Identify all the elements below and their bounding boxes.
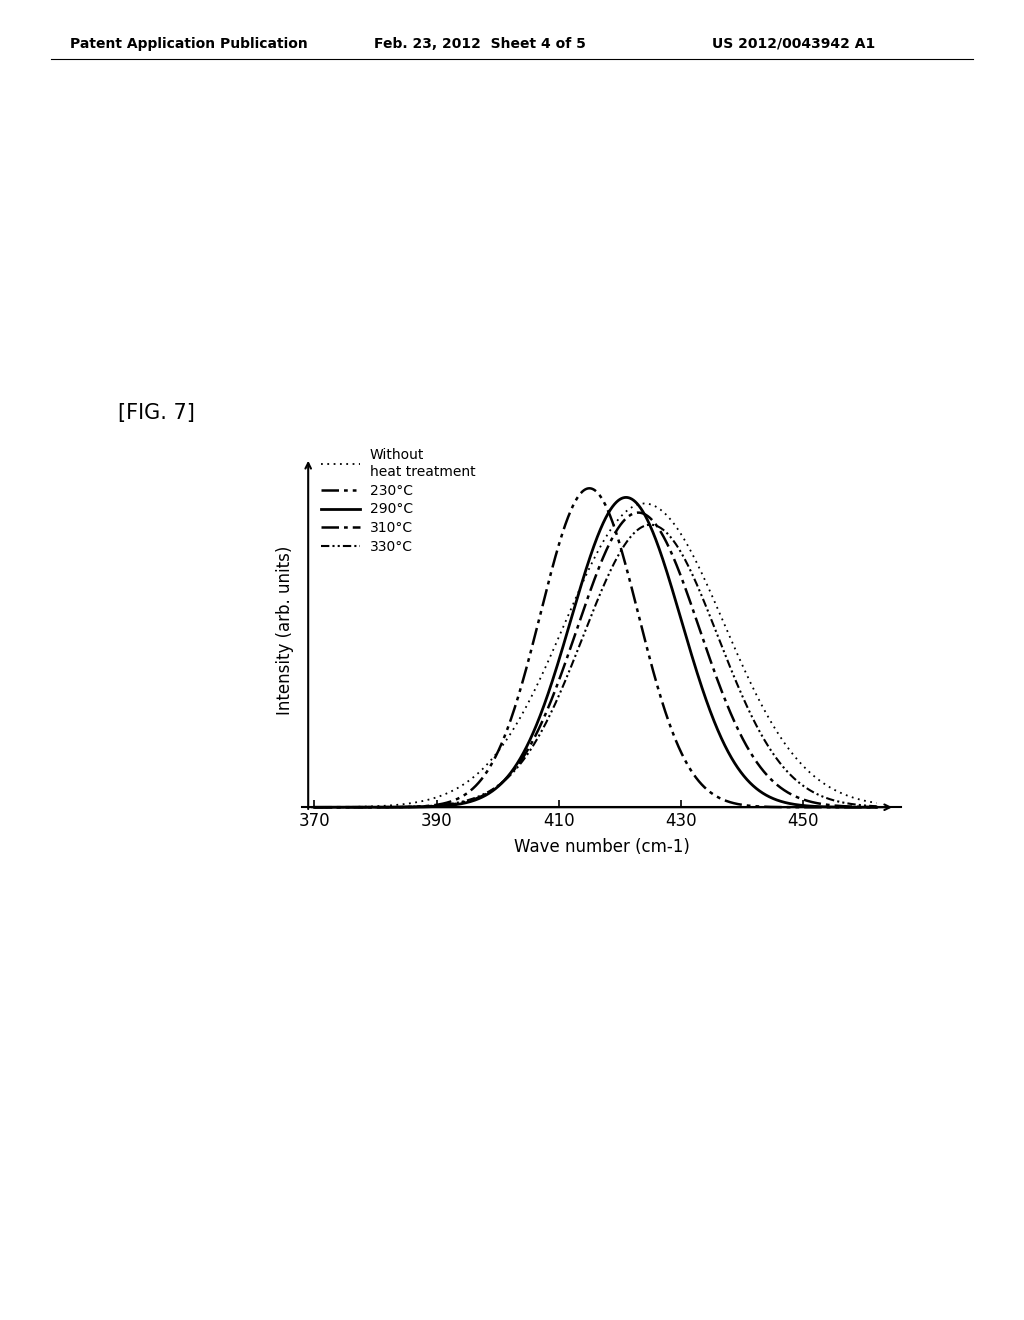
Y-axis label: Intensity (arb. units): Intensity (arb. units) [275, 545, 294, 715]
Text: [FIG. 7]: [FIG. 7] [118, 403, 195, 422]
Text: US 2012/0043942 A1: US 2012/0043942 A1 [712, 37, 874, 51]
X-axis label: Wave number (cm-1): Wave number (cm-1) [514, 838, 689, 857]
Text: Feb. 23, 2012  Sheet 4 of 5: Feb. 23, 2012 Sheet 4 of 5 [374, 37, 586, 51]
Legend: Without
heat treatment, 230°C, 290°C, 310°C, 330°C: Without heat treatment, 230°C, 290°C, 31… [321, 449, 475, 554]
Text: Patent Application Publication: Patent Application Publication [70, 37, 307, 51]
